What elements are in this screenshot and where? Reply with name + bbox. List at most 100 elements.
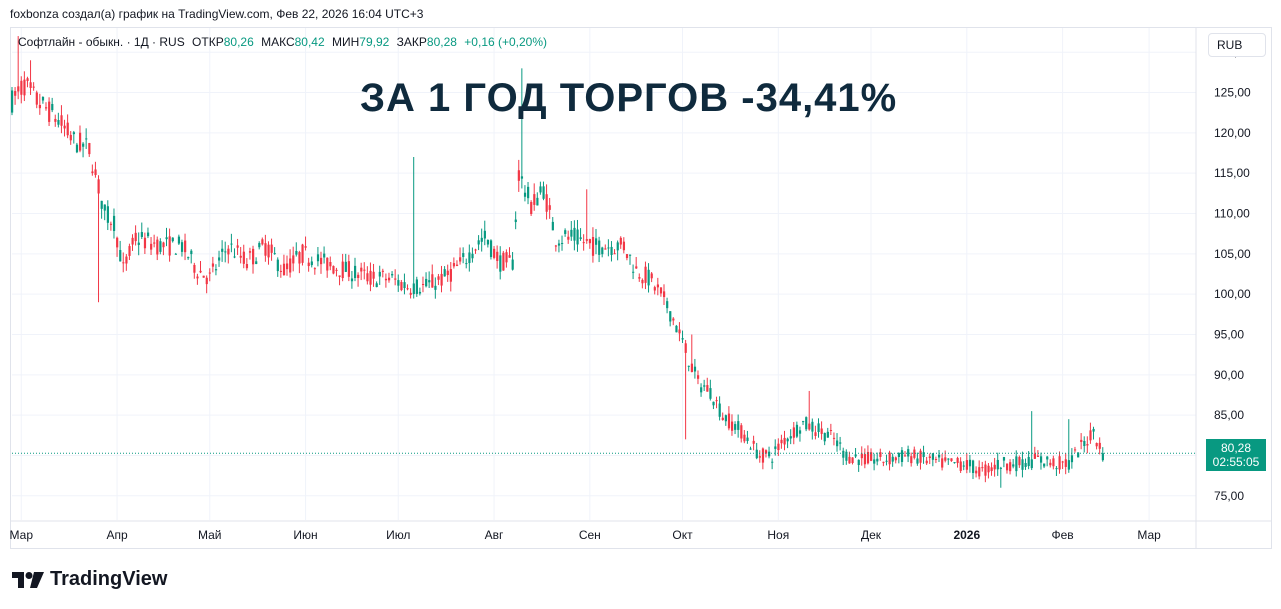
candle-body (792, 427, 795, 438)
candle-body (832, 437, 836, 439)
candle-body (965, 460, 969, 470)
candle-body (146, 232, 150, 237)
candle-body (647, 269, 650, 286)
candle-body (248, 251, 252, 253)
candle-body (777, 443, 780, 451)
candle-body (737, 421, 740, 430)
candle-body (959, 461, 962, 471)
candle-body (119, 250, 122, 262)
candle-body (326, 257, 329, 271)
candle-body (706, 385, 709, 392)
candle-body (480, 237, 483, 242)
candle-body (496, 251, 499, 261)
candle-body (462, 253, 465, 257)
candle-body (273, 253, 276, 255)
x-tick-label: Мар (10, 528, 34, 542)
candle-body (153, 242, 156, 244)
candle-body (323, 253, 326, 258)
candle-body (205, 277, 208, 285)
candle-body (360, 267, 363, 272)
y-tick-label: 95,00 (1214, 327, 1244, 341)
candle-body (384, 278, 388, 281)
candle-body (533, 194, 536, 205)
candle-body (409, 292, 412, 295)
candle-body (394, 278, 397, 280)
candle-body (585, 239, 588, 241)
candle-body (190, 250, 193, 255)
candle-body (150, 243, 153, 250)
candle-body (715, 400, 718, 402)
candle-body (653, 287, 656, 291)
candle-body (289, 258, 292, 273)
tradingview-brand[interactable]: TradingView (12, 568, 167, 591)
candle-body (54, 118, 57, 122)
candle-body (159, 241, 162, 252)
candle-body (468, 252, 471, 264)
candle-body (508, 255, 511, 258)
candle-body (174, 253, 177, 255)
candle-body (403, 282, 406, 289)
candle-body (122, 262, 125, 264)
candle-body (530, 201, 533, 214)
y-tick-label: 110,00 (1214, 207, 1250, 221)
candle-body (520, 176, 524, 179)
candle-body (622, 241, 626, 251)
candle-body (224, 251, 227, 253)
x-tick-label: Апр (106, 528, 128, 542)
y-tick-label: 90,00 (1214, 368, 1244, 382)
x-tick-label: Дек (861, 528, 882, 542)
chart-caption: foxbonza создал(а) график на TradingView… (10, 7, 424, 21)
candle-body (82, 143, 85, 147)
candle-body (270, 244, 273, 253)
candle-body (78, 132, 82, 151)
candle-body (335, 269, 338, 271)
candle-body (656, 284, 660, 288)
candle-body (184, 240, 187, 253)
candle-body (625, 254, 629, 259)
candle-body (264, 243, 267, 256)
candle-body (1039, 456, 1043, 463)
candle-body (820, 428, 823, 434)
candle-body (934, 459, 938, 461)
candle-body (1083, 441, 1086, 447)
candle-body (218, 257, 221, 261)
candle-body (428, 280, 431, 283)
candle-body (848, 456, 851, 464)
candle-body (996, 459, 999, 470)
y-tick-label: 75,00 (1214, 489, 1244, 503)
candle-body (221, 248, 224, 252)
candle-body (517, 170, 520, 181)
currency-button[interactable]: RUB (1208, 33, 1266, 57)
candle-body (629, 254, 632, 256)
candle-body (60, 115, 63, 126)
candle-body (1030, 459, 1033, 469)
candle-body (446, 270, 449, 276)
candle-body (341, 261, 344, 279)
candle-body (165, 237, 168, 240)
low-value: 79,92 (359, 35, 390, 49)
candle-body (857, 459, 860, 466)
candle-body (975, 470, 978, 474)
candle-body (536, 197, 539, 206)
candle-body (718, 403, 721, 417)
candle-body (696, 375, 700, 379)
candle-body (829, 430, 833, 432)
candle-body (666, 301, 669, 309)
candle-body (366, 273, 369, 282)
candle-body (675, 325, 678, 333)
candle-body (29, 82, 32, 88)
brand-name: TradingView (50, 568, 168, 590)
high-label: МАКС (261, 35, 295, 49)
candle-body (740, 425, 743, 439)
candle-body (109, 223, 113, 225)
candle-body (817, 423, 820, 432)
symbol-name[interactable]: Софтлайн - обыкн. · 1Д · RUS (18, 35, 185, 49)
candle-body (26, 78, 29, 82)
candle-body (106, 206, 109, 223)
candle-body (196, 276, 199, 279)
x-tick-label: Сен (579, 528, 601, 542)
candle-body (542, 186, 545, 199)
candle-body (1046, 456, 1049, 460)
headline-annotation: ЗА 1 ГОД ТОРГОВ -34,41% (360, 76, 898, 120)
